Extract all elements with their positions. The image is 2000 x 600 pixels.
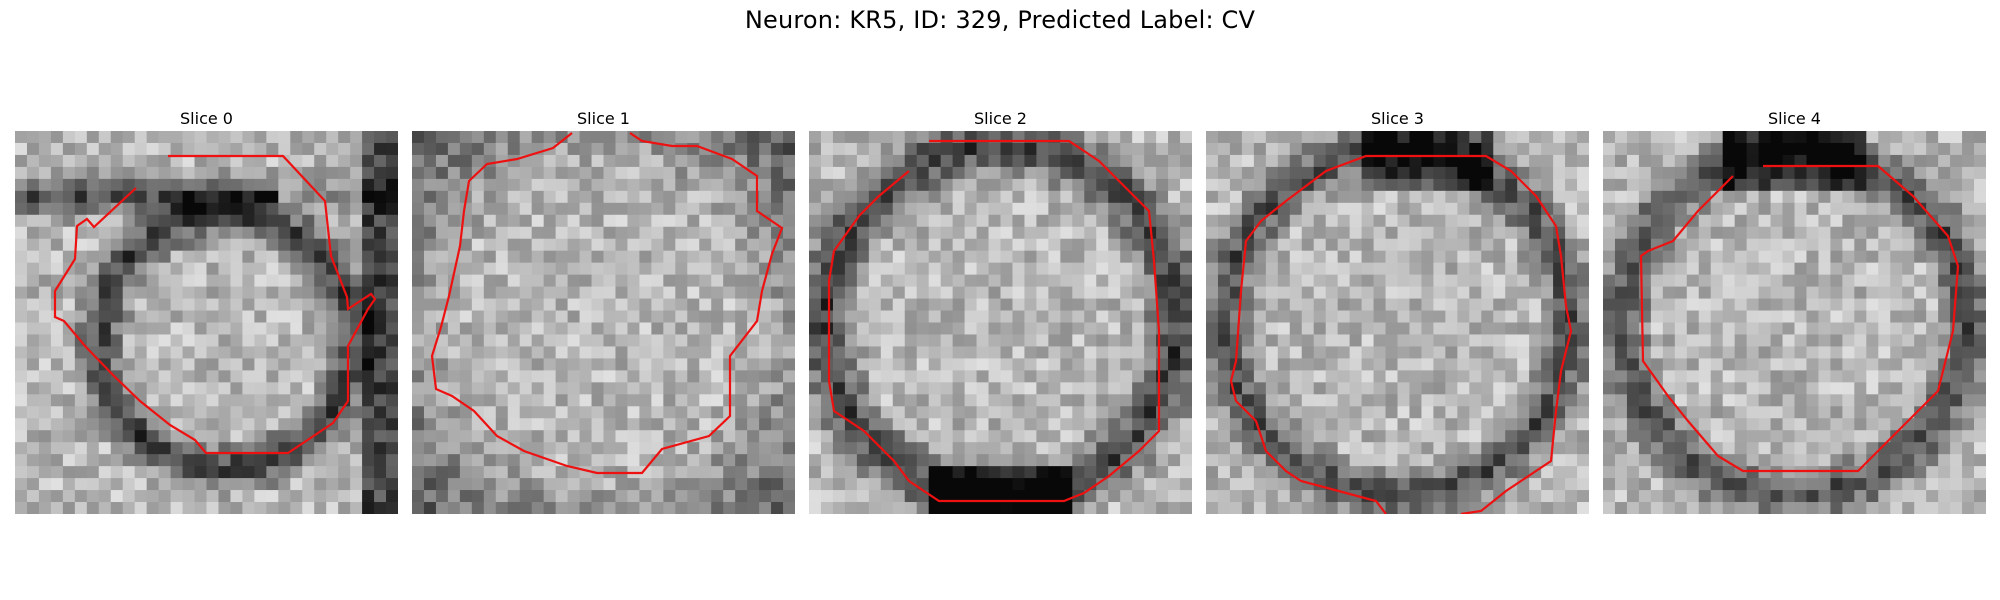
neuron-contour — [1229, 154, 1573, 514]
slice-image — [15, 131, 398, 514]
neuron-contour — [1639, 164, 1960, 473]
slice-image — [1603, 131, 1986, 514]
slice-title: Slice 2 — [974, 109, 1027, 128]
slice-image — [809, 131, 1192, 514]
slice-title: Slice 0 — [180, 109, 233, 128]
microscopy-pixels — [15, 131, 398, 514]
slice-panel-0: Slice 0 — [15, 107, 398, 514]
figure-title: Neuron: KR5, ID: 329, Predicted Label: C… — [744, 6, 1256, 34]
slice-title: Slice 1 — [577, 109, 630, 128]
slice-panel-4: Slice 4 — [1603, 107, 1986, 514]
slice-panel-2: Slice 2 — [809, 107, 1192, 514]
neuron-contour — [430, 132, 784, 475]
neuron-contour — [827, 139, 1161, 503]
neuron-contour — [53, 154, 377, 455]
slice-panel-3: Slice 3 — [1206, 107, 1589, 514]
microscopy-pixels — [412, 131, 795, 514]
slice-image — [1206, 131, 1589, 514]
slice-title: Slice 4 — [1768, 109, 1821, 128]
microscopy-pixels — [1603, 131, 1986, 514]
slice-title: Slice 3 — [1371, 109, 1424, 128]
microscopy-pixels — [809, 131, 1192, 514]
slice-image — [412, 131, 795, 514]
microscopy-pixels — [1206, 131, 1589, 514]
slice-panel-1: Slice 1 — [412, 107, 795, 514]
